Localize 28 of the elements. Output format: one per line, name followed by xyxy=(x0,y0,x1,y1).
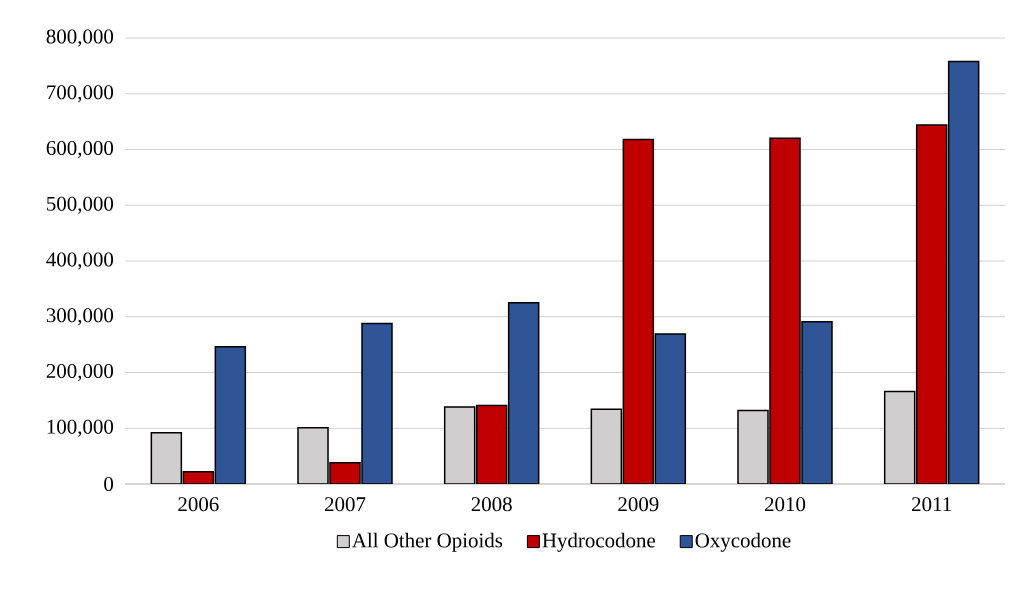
y-tick-label: 800,000 xyxy=(46,29,114,47)
x-tick-label: 2006 xyxy=(178,497,219,512)
x-tick-label: 2007 xyxy=(325,497,366,512)
bar xyxy=(947,60,980,484)
x-tick-label: 2010 xyxy=(765,497,806,512)
legend-label: All Other Opioids xyxy=(352,532,503,552)
x-tick-label: 2011 xyxy=(912,497,951,512)
y-tick-label: 400,000 xyxy=(46,252,114,270)
bar xyxy=(654,333,687,484)
bar xyxy=(801,321,833,484)
bar xyxy=(915,124,948,484)
y-tick-label: 200,000 xyxy=(46,363,114,382)
x-tick-label: 2008 xyxy=(471,497,512,512)
y-tick-label: 500,000 xyxy=(47,196,114,214)
y-tick-label: 600,000 xyxy=(46,140,114,159)
legend-label: Hydrocodone xyxy=(542,532,656,552)
bar xyxy=(769,137,801,484)
bar xyxy=(214,346,247,484)
y-tick-label: 0 xyxy=(104,476,114,492)
y-tick-label: 100,000 xyxy=(47,419,114,437)
bar xyxy=(475,404,508,484)
bar xyxy=(361,322,393,484)
x-tick-label: 2009 xyxy=(618,497,659,512)
legend-label: Oxycodone xyxy=(695,532,791,552)
bar xyxy=(622,138,655,484)
y-tick-label: 300,000 xyxy=(46,308,114,326)
y-tick-label: 700,000 xyxy=(47,85,114,103)
bar xyxy=(507,302,540,484)
